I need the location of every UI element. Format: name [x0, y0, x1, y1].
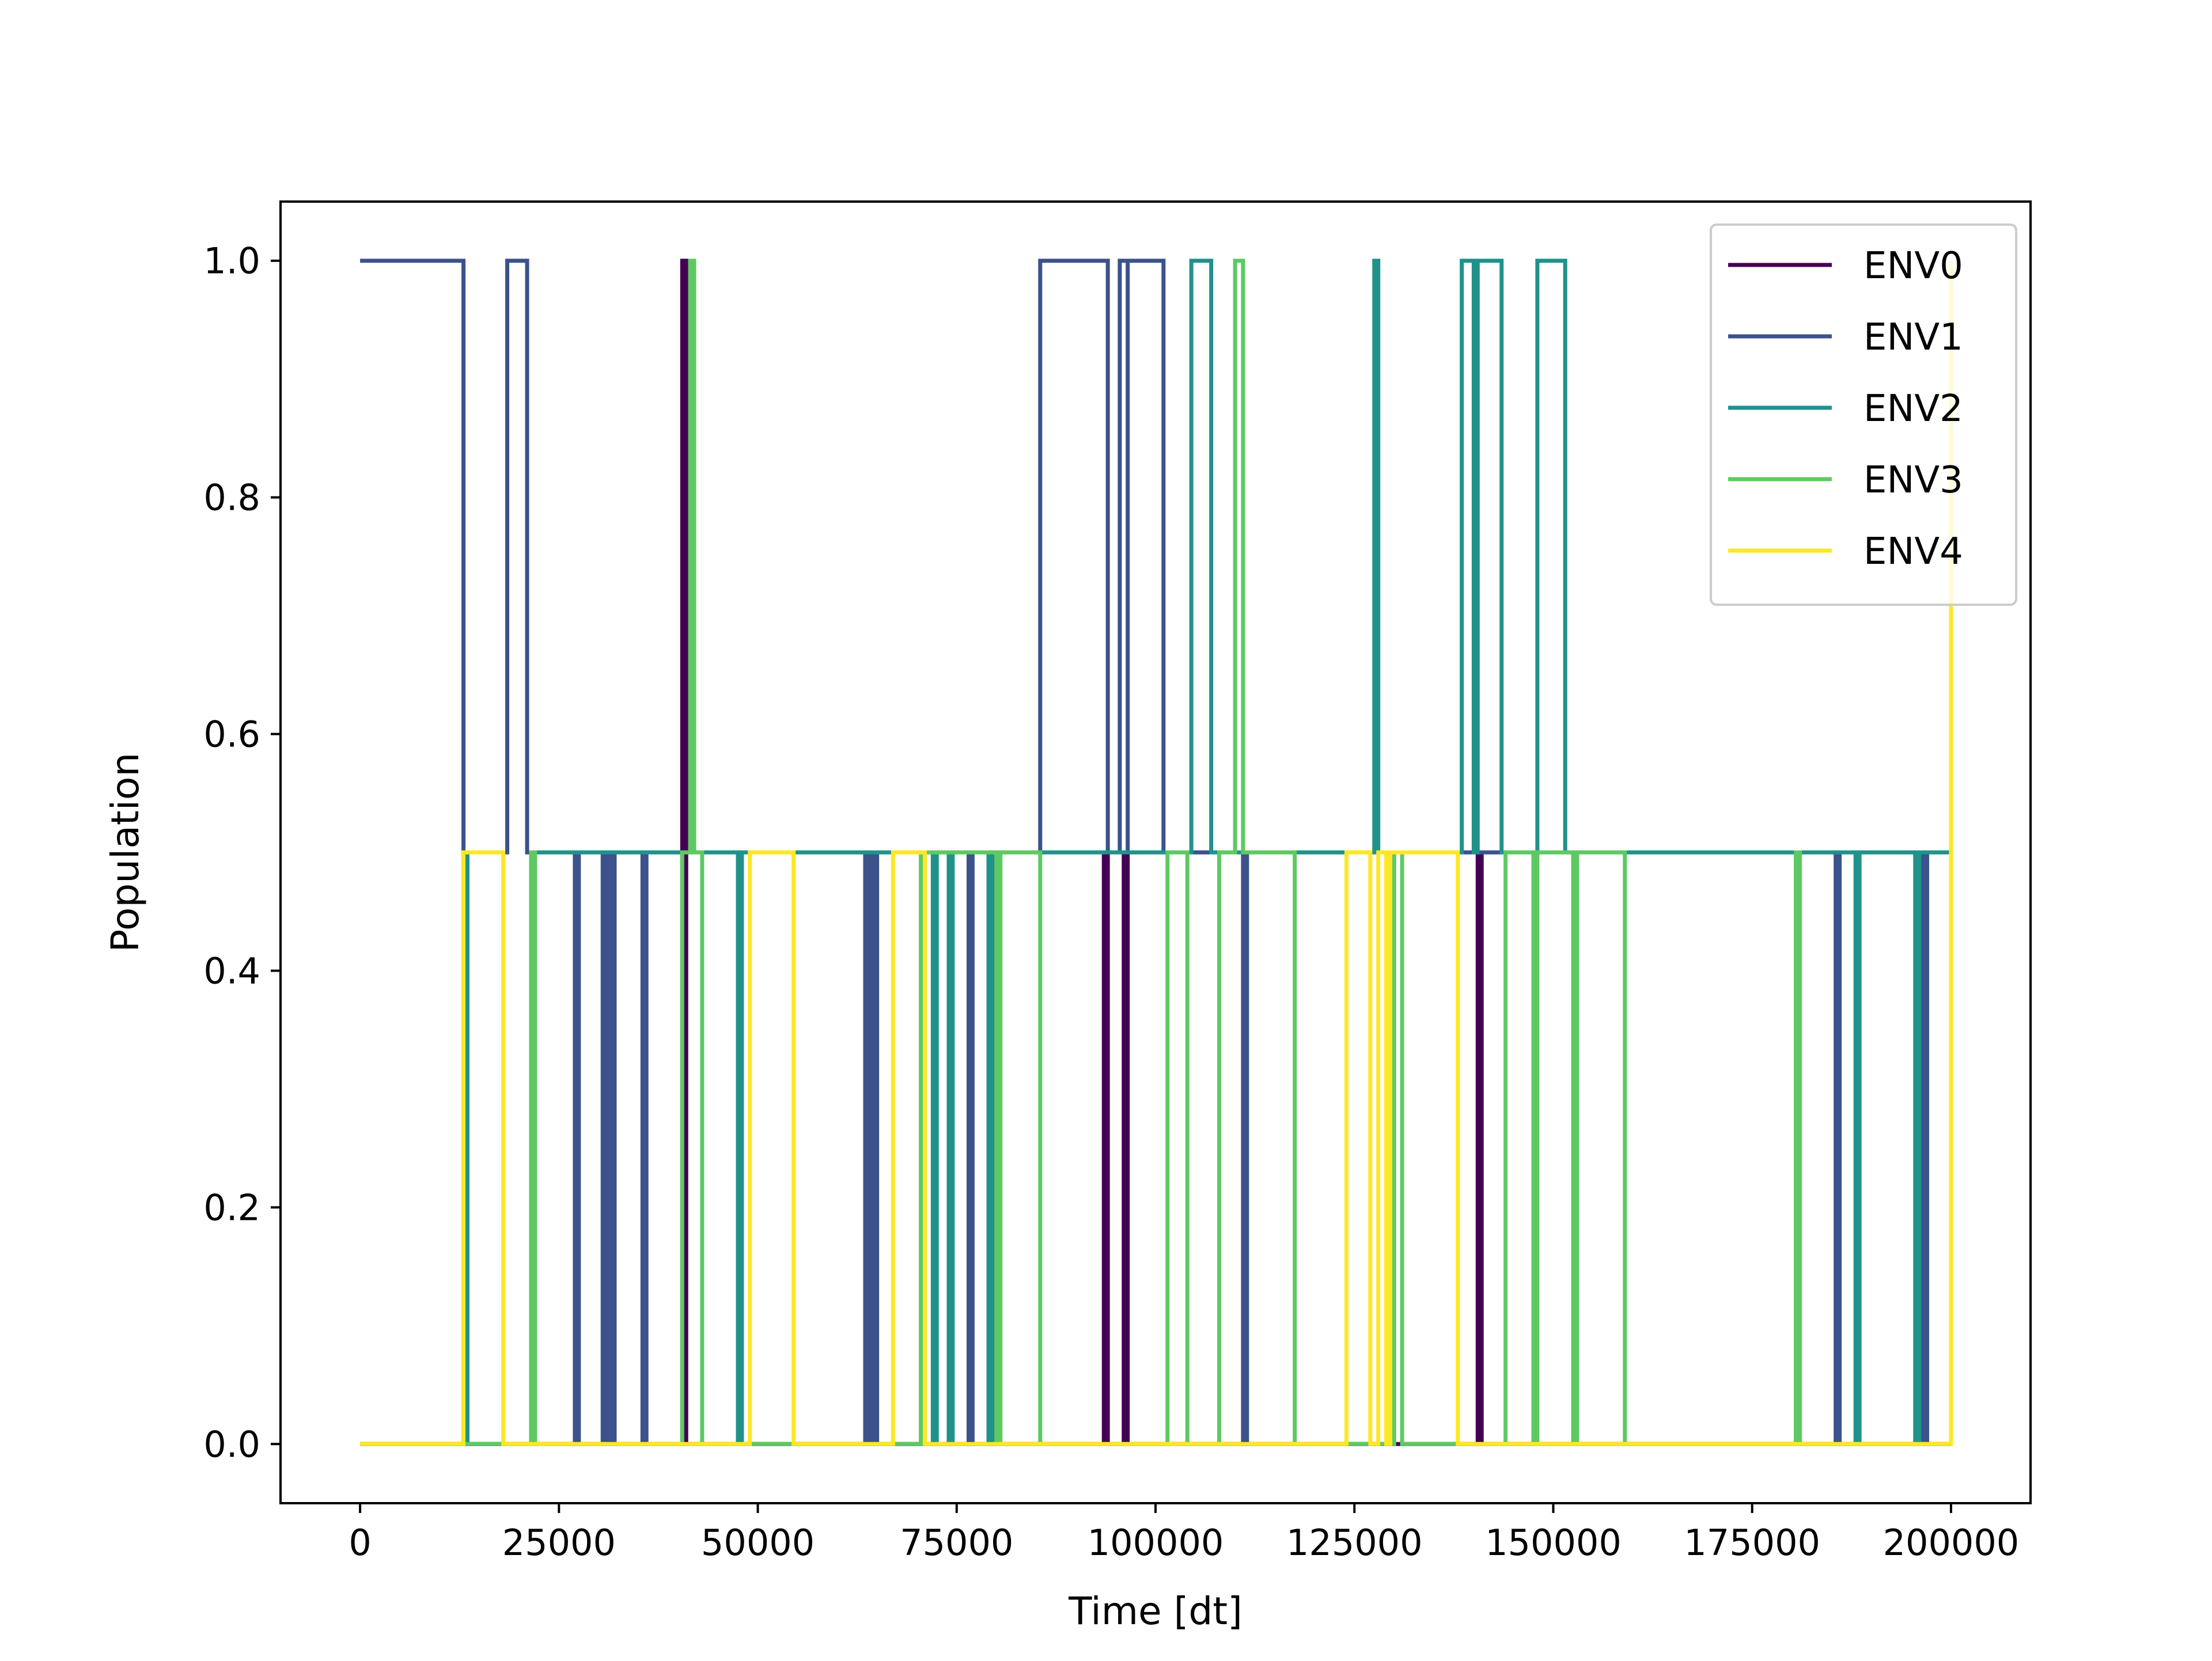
y-axis: 0.0 0.2 0.4 0.6 0.8 1.0: [203, 240, 281, 1465]
x-axis-label: Time [dt]: [1068, 1589, 1243, 1633]
legend: ENV0 ENV1 ENV2 ENV3 ENV4: [1710, 223, 2017, 606]
y-axis-label: Population: [103, 753, 147, 953]
legend-label-env1: ENV1: [1863, 316, 1963, 359]
x-axis: 0 25000 50000 75000 100000 125000 150000 175000…: [349, 1503, 2019, 1564]
y-tick-label: 0.4: [203, 950, 260, 992]
x-tick-label: 200000: [1883, 1522, 2020, 1564]
y-tick-label: 1.0: [203, 240, 260, 282]
y-tick-label: 0.6: [203, 714, 260, 756]
x-tick-label: 100000: [1088, 1522, 1224, 1564]
x-tick-label: 50000: [701, 1522, 815, 1564]
legend-label-env3: ENV3: [1863, 459, 1963, 502]
x-tick-label: 125000: [1286, 1522, 1423, 1564]
y-tick-label: 0.2: [203, 1186, 260, 1228]
x-tick-label: 175000: [1684, 1522, 1820, 1564]
series-line-env4: [360, 260, 1953, 1446]
series-group: [360, 259, 1953, 1446]
x-tick-label: 75000: [900, 1522, 1013, 1564]
x-tick-label: 0: [349, 1522, 371, 1564]
legend-label-env4: ENV4: [1863, 530, 1963, 573]
x-tick-label: 150000: [1485, 1522, 1622, 1564]
legend-label-env0: ENV0: [1863, 245, 1963, 287]
y-tick-label: 0.0: [203, 1423, 260, 1465]
legend-box: [1710, 223, 2017, 606]
x-tick-label: 25000: [502, 1522, 616, 1564]
legend-label-env2: ENV2: [1863, 388, 1963, 430]
y-tick-label: 0.8: [203, 477, 260, 519]
